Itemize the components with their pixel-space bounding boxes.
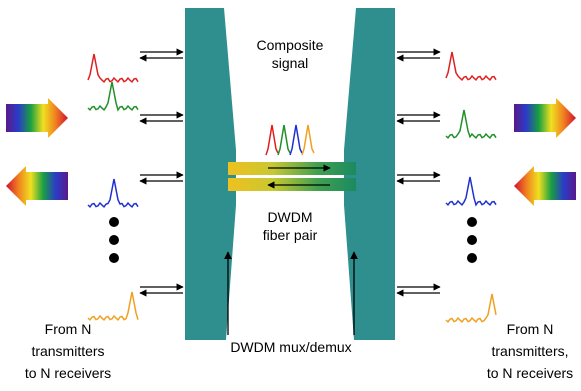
- label: From N: [45, 321, 92, 337]
- diagram: Composite signal DWDM fiber pair DWDM mu…: [0, 0, 581, 391]
- rainbow-arrow: [514, 166, 576, 206]
- rainbow-arrow: [6, 166, 68, 206]
- spectrum: [88, 54, 138, 82]
- label: Composite: [257, 37, 324, 53]
- spectrum: [88, 292, 138, 320]
- spectrum: [278, 125, 290, 155]
- spectrum: [88, 179, 138, 207]
- rainbow-arrow: [6, 98, 68, 138]
- page: Composite signal DWDM fiber pair DWDM mu…: [0, 0, 581, 391]
- ellipsis-dot: [467, 217, 477, 227]
- label: signal: [272, 55, 309, 71]
- spectrum: [446, 294, 496, 322]
- spectrum: [446, 110, 496, 138]
- label: DWDM: [267, 209, 312, 225]
- label: transmitters,: [491, 343, 568, 359]
- spectrum: [266, 125, 278, 155]
- ellipsis-dot: [109, 217, 119, 227]
- spectrum: [446, 177, 496, 205]
- label: fiber pair: [263, 227, 318, 243]
- ellipsis-dot: [109, 235, 119, 245]
- spectrum: [88, 82, 138, 110]
- ellipsis-dot: [467, 235, 477, 245]
- spectrum: [302, 125, 314, 155]
- spectrum: [290, 125, 302, 155]
- spectrum: [446, 52, 496, 80]
- label: to N receivers: [487, 365, 573, 381]
- label: DWDM mux/demux: [230, 339, 351, 355]
- ellipsis-dot: [467, 253, 477, 263]
- label: to N receivers: [25, 365, 111, 381]
- label: From N: [507, 321, 554, 337]
- ellipsis-dot: [109, 253, 119, 263]
- rainbow-arrow: [514, 98, 576, 138]
- label: transmitters: [31, 343, 104, 359]
